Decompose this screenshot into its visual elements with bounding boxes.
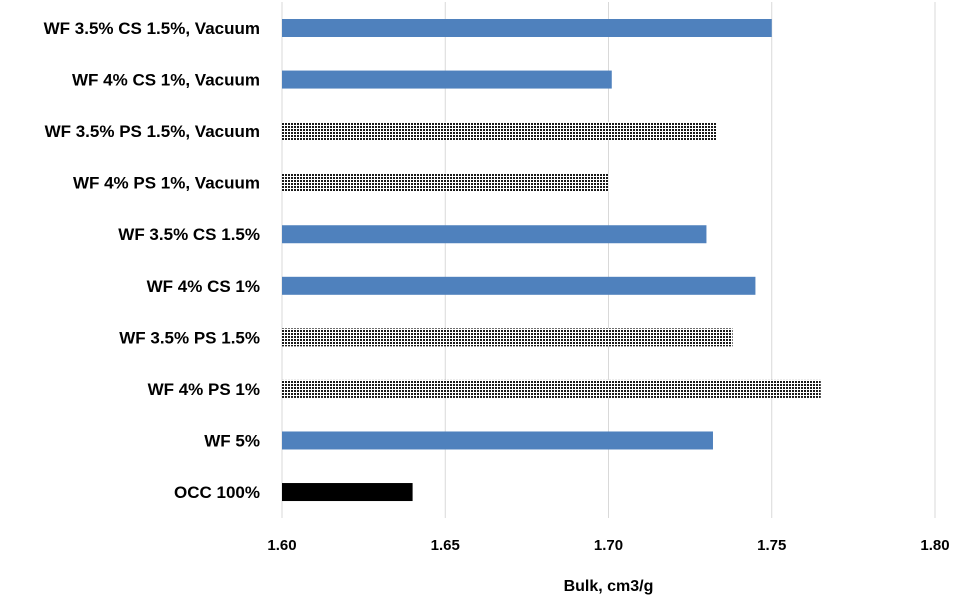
category-label: OCC 100% bbox=[174, 483, 260, 502]
x-tick-label: 1.80 bbox=[920, 537, 949, 554]
category-label: WF 3.5% CS 1.5%, Vacuum bbox=[44, 19, 260, 38]
x-tick-labels: 1.60 1.65 1.70 1.75 1.80 bbox=[267, 537, 949, 554]
category-label: WF 3.5% PS 1.5%, Vacuum bbox=[45, 122, 260, 141]
bar-8 bbox=[282, 431, 713, 450]
x-tick-label: 1.60 bbox=[267, 537, 296, 554]
bar-6 bbox=[282, 328, 733, 347]
category-label: WF 3.5% PS 1.5% bbox=[119, 328, 260, 347]
x-tick-label: 1.65 bbox=[431, 537, 460, 554]
bar-3 bbox=[282, 173, 609, 192]
x-axis-title: Bulk, cm3/g bbox=[564, 578, 654, 595]
x-tick-label: 1.70 bbox=[594, 537, 623, 554]
category-label: WF 3.5% CS 1.5% bbox=[118, 225, 260, 244]
bar-7 bbox=[282, 379, 821, 398]
category-label: WF 4% CS 1%, Vacuum bbox=[72, 71, 260, 90]
bar-0 bbox=[282, 19, 772, 37]
bar-5 bbox=[282, 276, 756, 295]
bar-2 bbox=[282, 122, 717, 141]
category-label: WF 5% bbox=[204, 431, 260, 450]
bar-layer bbox=[282, 19, 821, 502]
category-label: WF 4% PS 1%, Vacuum bbox=[73, 174, 260, 193]
bar-9 bbox=[282, 483, 413, 502]
category-label: WF 4% PS 1% bbox=[148, 380, 260, 399]
bar-4 bbox=[282, 225, 707, 244]
category-label: WF 4% CS 1% bbox=[147, 277, 260, 296]
x-tick-label: 1.75 bbox=[757, 537, 786, 554]
category-labels: WF 3.5% CS 1.5%, Vacuum WF 4% CS 1%, Vacu… bbox=[44, 19, 260, 502]
bar-1 bbox=[282, 70, 612, 89]
